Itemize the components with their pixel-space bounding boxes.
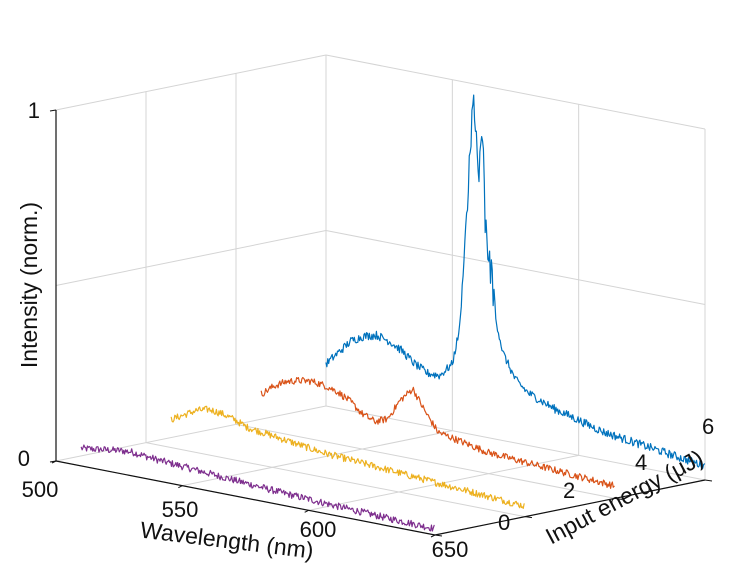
axis-layer <box>49 109 713 538</box>
grid-floor-energy-1 <box>145 442 526 518</box>
y-tick-1 <box>524 516 533 519</box>
y-tick-label-4: 4 <box>635 450 647 475</box>
z-tick-1 <box>49 109 57 112</box>
series-line-energy-0 <box>80 444 435 532</box>
y-axis-line <box>434 479 706 536</box>
y-tick-3 <box>704 479 713 482</box>
y-tick-label-6: 6 <box>702 414 714 439</box>
x-tick-label-650: 650 <box>432 537 469 562</box>
grid-floor-energy-3 <box>325 405 706 481</box>
x-tick-1 <box>178 485 183 489</box>
y-tick-label-0: 0 <box>498 510 510 535</box>
z-axis-title: Intensity (norm.) <box>16 202 42 368</box>
x-tick-label-550: 550 <box>162 497 199 522</box>
y-tick-labels: 0 2 4 6 <box>498 414 714 535</box>
x-tick-label-600: 600 <box>300 517 337 542</box>
x-tick-label-500: 500 <box>22 477 59 502</box>
z-tick-0 <box>49 460 57 463</box>
x-tick-3 <box>430 534 436 538</box>
y-tick-label-2: 2 <box>563 478 575 503</box>
x-tick-2 <box>304 509 309 513</box>
grid-floor-wave-0 <box>55 405 327 462</box>
grid-back-horizontal-0 <box>325 230 706 305</box>
grid-back-horizontal-1 <box>325 54 706 130</box>
y-tick-0 <box>434 534 443 537</box>
series-line-energy-6 <box>325 94 706 470</box>
grid-floor-energy-2 <box>235 423 616 499</box>
x-tick-labels: 500 550 600 650 <box>22 477 469 562</box>
grid-layer <box>55 54 706 536</box>
series-line-energy-2 <box>170 405 525 509</box>
z-tick-labels: 0 1 <box>18 98 40 471</box>
grid-side-horizontal-1 <box>55 54 327 111</box>
series-layer <box>80 94 706 532</box>
series-line-energy-4 <box>260 376 615 489</box>
grid-side-horizontal-0 <box>55 230 327 286</box>
z-tick-label-0: 0 <box>18 446 30 471</box>
x-axis-line <box>55 460 436 536</box>
x-axis-title: Wavelength (nm) <box>139 517 315 564</box>
z-tick-label-1: 1 <box>28 98 40 123</box>
y-tick-2 <box>614 497 623 500</box>
